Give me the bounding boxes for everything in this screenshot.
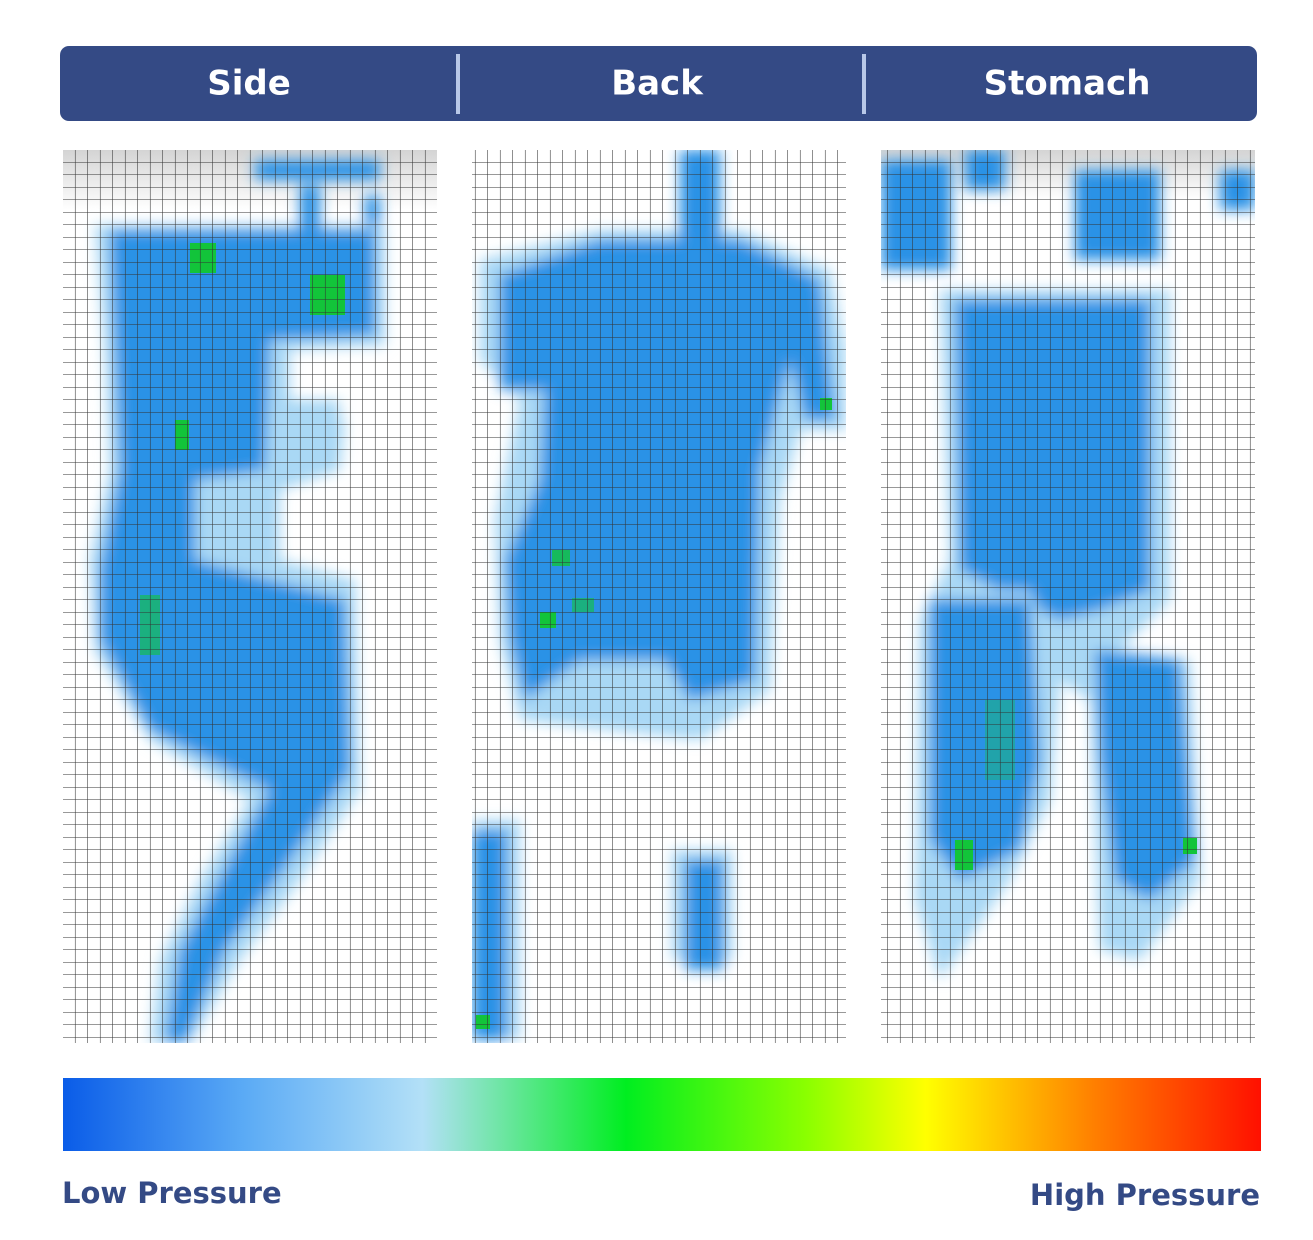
pressure-scale: [63, 1078, 1261, 1151]
stomach-map: [881, 150, 1255, 1043]
high-pressure-label: High Pressure: [1030, 1178, 1260, 1212]
low-pressure-label: Low Pressure: [62, 1176, 282, 1210]
tab-label: Stomach: [984, 64, 1151, 104]
side-map: [63, 150, 437, 1043]
tab-bar: [60, 46, 1257, 121]
tab-label: Back: [611, 64, 704, 104]
back-map: [472, 150, 846, 1043]
tab-label: Side: [207, 64, 291, 104]
